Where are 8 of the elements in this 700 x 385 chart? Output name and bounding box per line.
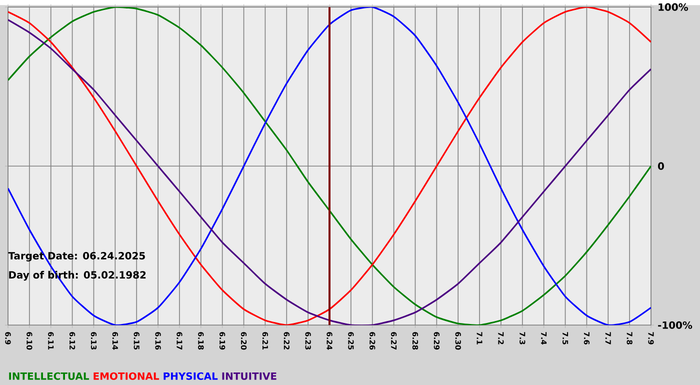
text: INTUITIVE bbox=[222, 372, 276, 380]
y-tick-label: -100% bbox=[658, 321, 692, 329]
y-tick-label: 0 bbox=[658, 162, 664, 170]
annotation: Target Date: 06.24.2025 bbox=[8, 252, 145, 262]
text: EMOTIONAL bbox=[94, 372, 160, 380]
text: INTELLECTUAL bbox=[9, 372, 90, 380]
y-tick-label: 100% bbox=[658, 3, 688, 11]
text: PHYSICAL bbox=[164, 372, 218, 380]
